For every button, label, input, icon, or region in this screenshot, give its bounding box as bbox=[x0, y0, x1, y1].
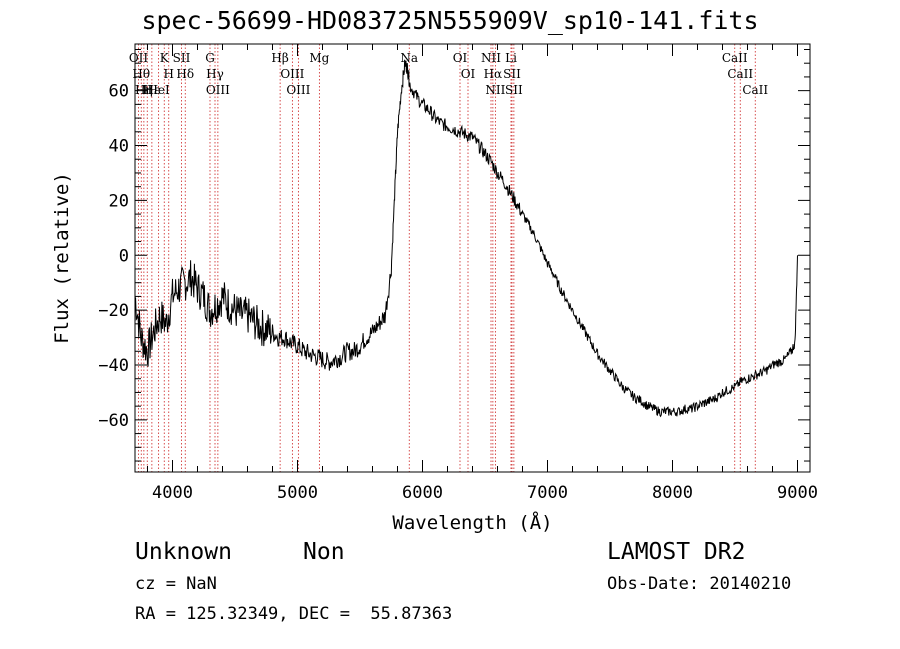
y-tick-label: 20 bbox=[109, 191, 129, 211]
redshift-value: cz = NaN bbox=[135, 574, 217, 594]
emission-line-label: OIII bbox=[286, 83, 310, 97]
emission-line-label: Hδ bbox=[176, 67, 194, 81]
emission-line-label: OIII bbox=[280, 67, 304, 81]
x-tick-label: 7000 bbox=[527, 483, 568, 503]
emission-line-label: H bbox=[142, 83, 152, 97]
emission-line-label: NII bbox=[485, 83, 505, 97]
emission-line-label: Na bbox=[400, 51, 418, 65]
y-tick-label: −20 bbox=[98, 301, 129, 321]
y-tick-label: 0 bbox=[119, 246, 129, 266]
emission-line-label: Hθ bbox=[132, 67, 150, 81]
object-subclass: Non bbox=[303, 539, 345, 565]
emission-line-label: H bbox=[164, 67, 174, 81]
emission-line-label: Hη bbox=[135, 83, 153, 97]
emission-line-label: OI bbox=[461, 67, 476, 81]
emission-line-label: CaII bbox=[727, 67, 753, 81]
emission-line-markers bbox=[138, 44, 756, 472]
emission-line-label: Hε bbox=[144, 83, 161, 97]
spectrum-line bbox=[134, 59, 798, 418]
emission-line-label: Li bbox=[505, 51, 517, 65]
survey-name: LAMOST DR2 bbox=[607, 539, 746, 565]
chart-title: spec-56699-HD083725N555909V_sp10-141.fit… bbox=[141, 6, 759, 35]
x-axis-ticks: 4000 5000 6000 7000 8000 9000 bbox=[147, 44, 818, 503]
emission-line-label: SII bbox=[505, 83, 523, 97]
emission-line-label: NII bbox=[481, 51, 501, 65]
observation-date: Obs-Date: 20140210 bbox=[607, 574, 792, 594]
coordinates: RA = 125.32349, DEC = 55.87363 bbox=[135, 604, 453, 624]
y-tick-label: −60 bbox=[98, 411, 129, 431]
emission-line-label: Hγ bbox=[206, 67, 224, 81]
emission-line-label: SII bbox=[503, 67, 521, 81]
emission-line-label: K bbox=[160, 51, 170, 65]
emission-line-label: OIII bbox=[206, 83, 230, 97]
x-tick-label: 9000 bbox=[777, 483, 818, 503]
x-tick-label: 4000 bbox=[152, 483, 193, 503]
emission-line-label: CaII bbox=[742, 83, 768, 97]
emission-line-label: OI bbox=[453, 51, 468, 65]
plot-frame bbox=[134, 43, 811, 473]
emission-line-label: HeI bbox=[147, 83, 170, 97]
emission-line-label: Hβ bbox=[271, 51, 288, 65]
emission-line-label: OII bbox=[129, 51, 149, 65]
emission-line-label: SII bbox=[173, 51, 191, 65]
object-class: Unknown bbox=[135, 539, 232, 565]
x-tick-label: 5000 bbox=[277, 483, 318, 503]
y-tick-label: −40 bbox=[98, 356, 129, 376]
y-axis-label: Flux (relative) bbox=[51, 172, 73, 344]
x-axis-label: Wavelength (Å) bbox=[392, 511, 552, 534]
y-axis-ticks: −60 −40 −20 0 20 40 60 bbox=[98, 48, 810, 462]
y-tick-label: 40 bbox=[109, 137, 129, 157]
emission-line-label: G bbox=[205, 51, 215, 65]
x-tick-label: 8000 bbox=[652, 483, 693, 503]
emission-line-label: CaII bbox=[722, 51, 748, 65]
y-tick-label: 60 bbox=[109, 82, 129, 102]
emission-line-label: Hα bbox=[484, 67, 503, 81]
emission-line-label: Mg bbox=[309, 51, 329, 65]
x-tick-label: 6000 bbox=[402, 483, 443, 503]
